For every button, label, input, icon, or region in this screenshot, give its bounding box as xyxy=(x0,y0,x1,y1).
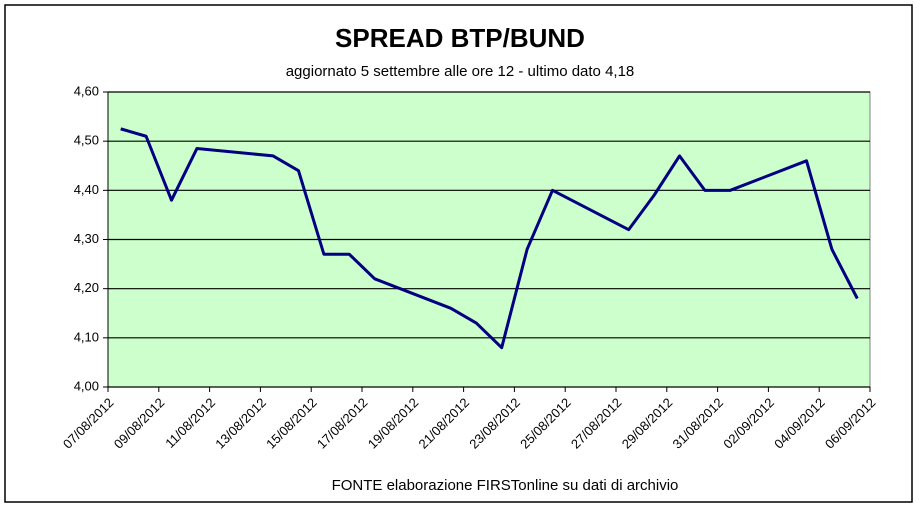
y-tick-label: 4,40 xyxy=(74,182,99,197)
source-note: FONTE elaborazione FIRSTonline su dati d… xyxy=(332,477,679,494)
chart-title: SPREAD BTP/BUND xyxy=(335,23,585,53)
y-tick-label: 4,20 xyxy=(74,280,99,295)
y-tick-label: 4,30 xyxy=(74,231,99,246)
data-line xyxy=(120,127,859,350)
chart-subtitle: aggiornato 5 settembre alle ore 12 - ult… xyxy=(286,63,635,80)
y-tick-label: 4,50 xyxy=(74,133,99,148)
y-tick-label: 4,00 xyxy=(74,378,99,393)
y-tick-label: 4,10 xyxy=(74,329,99,344)
y-tick-label: 4,60 xyxy=(74,83,99,98)
